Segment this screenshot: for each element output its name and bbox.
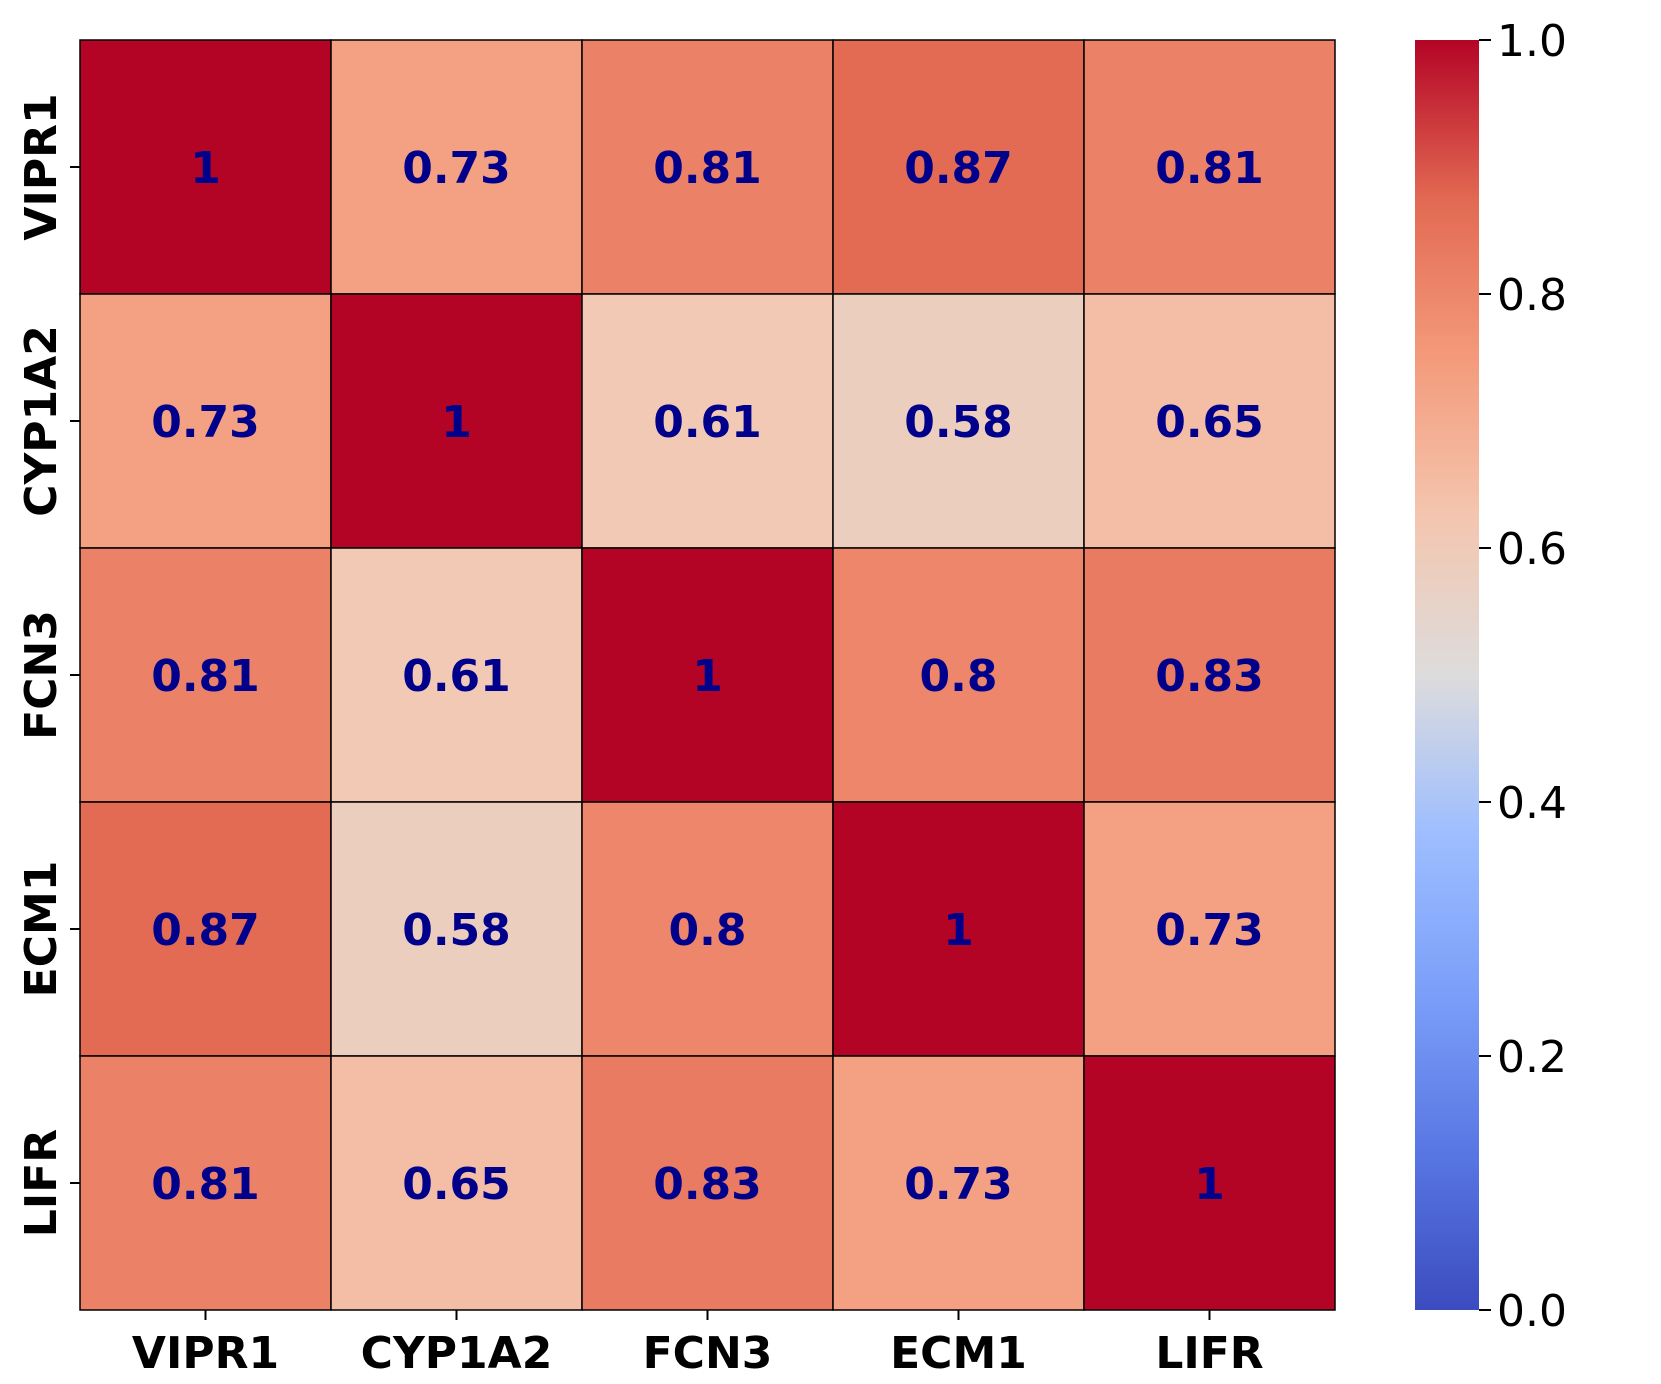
- heatmap-cell-vipr1-vipr1: [79, 39, 332, 295]
- cell-value-label: 0.81: [1155, 143, 1264, 194]
- heatmap-cell-vipr1-lifr: [1083, 39, 1336, 295]
- cell-value-label: 0.58: [402, 905, 511, 956]
- colorbar-tick-label: 0.2: [1497, 1032, 1567, 1083]
- cell-value-label: 0.81: [151, 1159, 260, 1210]
- cell-value-label: 1: [943, 905, 974, 956]
- heatmap-cell-vipr1-cyp1a2: [330, 39, 583, 295]
- cell-value-label: 1: [190, 143, 221, 194]
- heatmap-cell-vipr1-ecm1: [832, 39, 1085, 295]
- cell-value-label: 0.83: [1155, 651, 1264, 702]
- cell-labels: 1 0.73 0.81 0.87 0.810.73 1 0.61 0.58 0.650.81 0.…: [151, 143, 1264, 1210]
- colorbar-tick-label: 0.4: [1497, 778, 1567, 829]
- cell-value-label: 0.61: [653, 397, 762, 448]
- cell-value-label: 0.73: [151, 397, 260, 448]
- x-tick-label: VIPR1: [132, 1328, 279, 1379]
- cell-value-label: 0.65: [1155, 397, 1264, 448]
- y-axis: VIPR1 CYP1A2 FCN3 ECM1 LIFR: [16, 93, 80, 1237]
- heatmap-cell-ecm1-lifr: [1083, 801, 1336, 1057]
- heatmap-cell-lifr-lifr: [1083, 1055, 1336, 1311]
- x-tick-label: ECM1: [890, 1328, 1027, 1379]
- colorbar-tick-label: 0.6: [1497, 524, 1567, 575]
- heatmap-cell-ecm1-cyp1a2: [330, 801, 583, 1057]
- heatmap-cell-fcn3-ecm1: [832, 547, 1085, 803]
- cell-value-label: 0.61: [402, 651, 511, 702]
- y-tick-label: CYP1A2: [16, 325, 67, 517]
- heatmap-cell-lifr-fcn3: [581, 1055, 834, 1311]
- cell-value-label: 0.87: [151, 905, 260, 956]
- colorbar: 0.0 0.2 0.4 0.6 0.8 1.0: [1415, 16, 1567, 1337]
- cell-value-label: 0.73: [402, 143, 511, 194]
- y-tick-label: VIPR1: [16, 93, 67, 240]
- cell-value-label: 1: [1194, 1159, 1225, 1210]
- x-tick-label: LIFR: [1155, 1328, 1263, 1379]
- x-tick-label: CYP1A2: [361, 1328, 553, 1379]
- heatmap-cell-fcn3-fcn3: [581, 547, 834, 803]
- colorbar-tick-label: 0.0: [1497, 1286, 1567, 1337]
- y-tick-label: FCN3: [16, 610, 67, 740]
- y-tick-label: ECM1: [16, 861, 67, 998]
- heatmap-cell-lifr-cyp1a2: [330, 1055, 583, 1311]
- cell-value-label: 1: [441, 397, 472, 448]
- x-axis: VIPR1 CYP1A2 FCN3 ECM1 LIFR: [132, 1310, 1264, 1379]
- cell-value-label: 0.87: [904, 143, 1013, 194]
- cell-value-label: 0.81: [151, 651, 260, 702]
- colorbar-tick-label: 1.0: [1497, 16, 1567, 67]
- cell-value-label: 0.8: [920, 651, 998, 702]
- heatmap-cell-lifr-vipr1: [79, 1055, 332, 1311]
- heatmap-cell-fcn3-lifr: [1083, 547, 1336, 803]
- cell-value-label: 0.58: [904, 397, 1013, 448]
- heatmap-cell-cyp1a2-lifr: [1083, 293, 1336, 549]
- heatmap-cell-ecm1-fcn3: [581, 801, 834, 1057]
- heatmap-cell-fcn3-cyp1a2: [330, 547, 583, 803]
- x-tick-label: FCN3: [643, 1328, 773, 1379]
- cell-value-label: 0.73: [1155, 905, 1264, 956]
- cell-value-label: 0.73: [904, 1159, 1013, 1210]
- cell-value-label: 0.8: [669, 905, 747, 956]
- heatmap-cell-cyp1a2-fcn3: [581, 293, 834, 549]
- cell-value-label: 0.65: [402, 1159, 511, 1210]
- cell-value-label: 0.83: [653, 1159, 762, 1210]
- colorbar-tick-label: 0.8: [1497, 270, 1567, 321]
- colorbar-gradient: [1415, 40, 1479, 1310]
- heatmap-cell-cyp1a2-cyp1a2: [330, 293, 583, 549]
- heatmap-cell-ecm1-ecm1: [832, 801, 1085, 1057]
- y-tick-label: LIFR: [16, 1129, 67, 1237]
- heatmap-cells: [79, 39, 1336, 1311]
- heatmap-cell-cyp1a2-vipr1: [79, 293, 332, 549]
- cell-value-label: 0.81: [653, 143, 762, 194]
- heatmap-cell-vipr1-fcn3: [581, 39, 834, 295]
- cell-value-label: 1: [692, 651, 723, 702]
